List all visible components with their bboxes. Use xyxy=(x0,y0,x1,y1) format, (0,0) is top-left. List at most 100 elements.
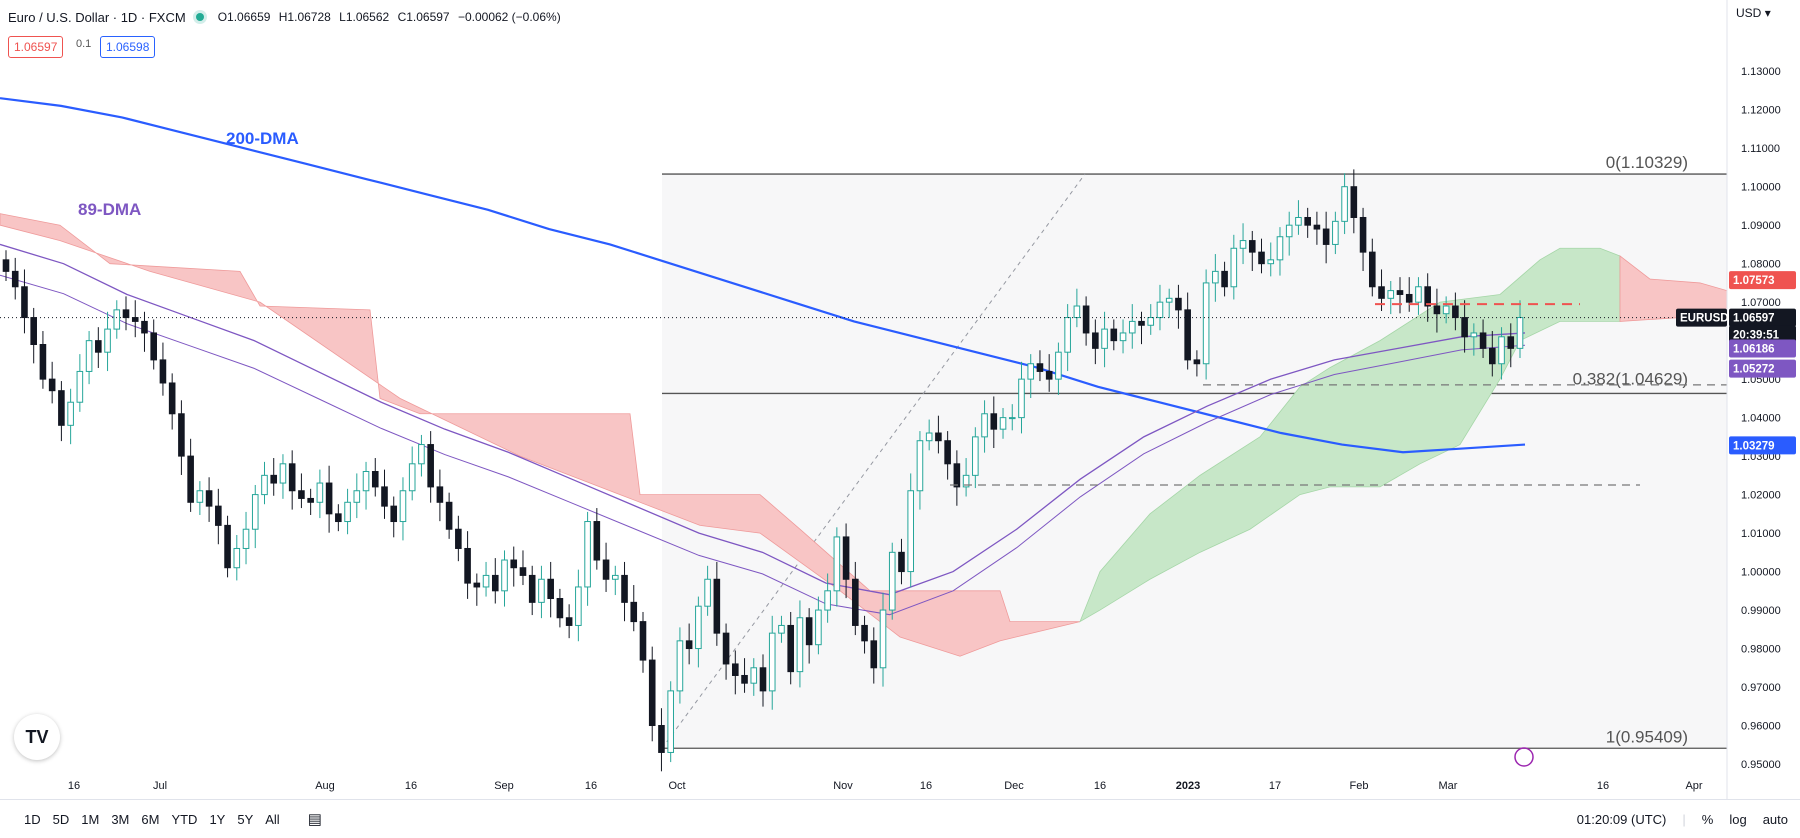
candle-body xyxy=(787,624,794,673)
fib-mid-label: 0.382(1.04629) xyxy=(1573,369,1688,388)
candle-body xyxy=(353,490,361,503)
candle-body xyxy=(676,640,684,692)
candle-body xyxy=(1424,286,1431,307)
timeframe-3m[interactable]: 3M xyxy=(111,811,130,827)
date-range-icon[interactable]: ▤ xyxy=(307,811,322,828)
candle-body xyxy=(67,401,74,426)
candle-body xyxy=(113,309,121,330)
x-tick-label: 16 xyxy=(405,780,417,792)
bid-price[interactable]: 1.06597 xyxy=(8,36,64,58)
timeframe-ytd[interactable]: YTD xyxy=(171,811,198,827)
candle-body xyxy=(131,317,139,322)
candle-body xyxy=(1212,270,1219,284)
y-tick-label: 0.97000 xyxy=(1741,682,1781,694)
candle-body xyxy=(796,617,804,673)
ask-price[interactable]: 1.06598 xyxy=(100,36,156,58)
timeframe-1m[interactable]: 1M xyxy=(81,811,100,827)
percent-toggle[interactable]: % xyxy=(1701,811,1714,827)
candle-body xyxy=(1101,328,1108,349)
candle-body xyxy=(1387,290,1395,299)
utc-clock[interactable]: 01:20:09 (UTC) xyxy=(1576,811,1667,827)
auto-toggle[interactable]: auto xyxy=(1762,811,1788,827)
candle-body xyxy=(805,617,813,646)
candle-body xyxy=(870,640,878,669)
candle-body xyxy=(1008,417,1016,420)
candle-body xyxy=(907,490,915,573)
candle-body xyxy=(1138,320,1145,326)
candle-body xyxy=(528,574,536,603)
candle-body xyxy=(538,578,545,603)
candle-body xyxy=(1378,286,1385,299)
x-tick-label: Apr xyxy=(1685,780,1702,792)
candle-body xyxy=(141,320,148,334)
ohlc-values: O1.06659 H1.06728 L1.06562 C1.06597 −0.0… xyxy=(218,10,566,24)
candle-body xyxy=(95,340,102,353)
candle-body xyxy=(381,486,388,507)
candle-body xyxy=(408,463,416,492)
timeframe-1y[interactable]: 1Y xyxy=(209,811,226,827)
candle-body xyxy=(316,482,324,503)
candle-body xyxy=(196,490,204,503)
candle-body xyxy=(824,590,831,611)
candle-body xyxy=(1230,247,1238,288)
timeframe-6m[interactable]: 6M xyxy=(141,811,160,827)
low-value: L1.06562 xyxy=(339,10,390,24)
candle-body xyxy=(815,609,822,646)
tradingview-logo-icon[interactable]: TV xyxy=(14,714,60,760)
candle-body xyxy=(288,463,296,492)
ma-secondary-line xyxy=(0,274,1526,616)
log-toggle[interactable]: log xyxy=(1729,811,1747,827)
candles xyxy=(2,169,1524,772)
timeframe-1d[interactable]: 1D xyxy=(24,811,41,827)
x-tick-label: 16 xyxy=(920,780,932,792)
candle-body xyxy=(1193,359,1201,365)
candle-body xyxy=(621,574,628,603)
candle-body xyxy=(953,463,961,488)
x-tick-label: 2023 xyxy=(1176,780,1200,792)
x-tick-label: 16 xyxy=(1094,780,1106,792)
candle-body xyxy=(1082,305,1090,334)
ma200-label: 200-DMA xyxy=(226,129,299,148)
candle-body xyxy=(1516,317,1524,349)
x-tick-label: Feb xyxy=(1350,780,1369,792)
candle-body xyxy=(999,417,1007,430)
symbol-title[interactable]: Euro / U.S. Dollar · 1D · FXCM xyxy=(8,9,186,25)
candle-body xyxy=(898,551,905,573)
candle-body xyxy=(390,505,398,523)
candle-body xyxy=(750,667,758,684)
y-tick-label: 0.98000 xyxy=(1741,644,1781,656)
x-tick-label: Aug xyxy=(315,780,335,792)
bottom-toolbar: 1D 5D 1M 3M 6M YTD 1Y 5Y All ▤ 01:20:09 (UTC) | … xyxy=(0,799,1800,838)
candle-body xyxy=(916,440,924,492)
candle-body xyxy=(159,359,167,384)
timeframe-5y[interactable]: 5Y xyxy=(237,811,254,827)
candle-body xyxy=(418,444,425,465)
candle-body xyxy=(778,624,785,634)
candle-body xyxy=(1322,228,1330,245)
candle-body xyxy=(1248,240,1256,253)
candle-body xyxy=(1332,220,1339,245)
candle-body xyxy=(1128,320,1136,334)
candle-body xyxy=(58,390,65,426)
candle-body xyxy=(1036,363,1044,372)
candle-body xyxy=(759,667,767,692)
timeframe-all[interactable]: All xyxy=(265,811,280,827)
currency-selector[interactable]: USD ▾ xyxy=(1736,6,1771,20)
candle-body xyxy=(371,471,379,488)
candle-body xyxy=(1027,363,1035,380)
candle-body xyxy=(842,536,850,580)
candle-body xyxy=(1045,370,1053,380)
candle-body xyxy=(556,598,564,619)
timeframe-5d[interactable]: 5D xyxy=(52,811,70,827)
price-label-box xyxy=(1729,359,1796,378)
fib-top-label: 0(1.10329) xyxy=(1606,153,1688,172)
candle-body xyxy=(1341,186,1348,222)
candle-body xyxy=(602,559,610,580)
y-tick-label: 1.13000 xyxy=(1741,66,1781,78)
candle-body xyxy=(427,444,434,488)
time-axis: 16 Jul Aug 16 Sep 16 Oct Nov 16 Dec 16 2023 17 Feb Mar… xyxy=(68,780,1703,792)
candle-body xyxy=(76,370,84,403)
candle-body xyxy=(685,640,693,650)
market-status-icon xyxy=(195,13,204,21)
